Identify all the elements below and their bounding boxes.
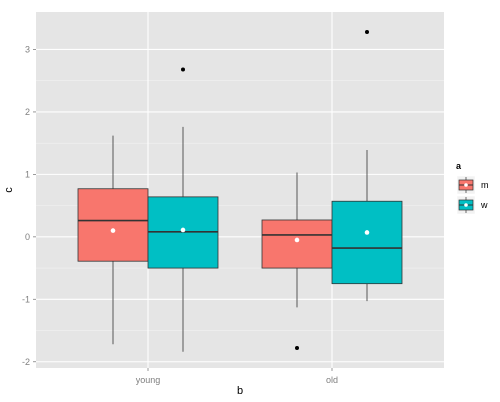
mean-point [110, 228, 116, 233]
x-tick-label: old [326, 375, 338, 385]
y-tick-label: 3 [25, 44, 30, 54]
legend-label-m: m [481, 180, 489, 190]
mean-point [364, 230, 370, 235]
mean-point [180, 227, 186, 233]
box-m-old [261, 219, 333, 269]
box-m-young [77, 188, 149, 262]
y-tick-label: 2 [25, 107, 30, 117]
x-axis: young old [136, 368, 338, 385]
box-w-old [331, 200, 403, 285]
y-tick-label: 1 [25, 169, 30, 179]
legend-key-mean [464, 183, 468, 187]
legend-label-w: w [480, 200, 488, 210]
y-tick-label: -2 [22, 357, 30, 367]
outlier-point [365, 29, 369, 34]
legend: a mw [456, 161, 489, 215]
x-axis-title: b [237, 385, 243, 397]
legend-title: a [456, 161, 462, 171]
y-axis: -2 -1 0 1 2 3 [22, 44, 36, 367]
legend-key-mean [464, 203, 468, 207]
y-axis-title: c [3, 187, 15, 193]
x-tick-label: young [136, 375, 161, 385]
y-tick-label: -1 [22, 294, 30, 304]
mean-point [294, 237, 300, 243]
boxes-layer [77, 29, 403, 352]
outlier-point [295, 346, 299, 351]
outlier-point [181, 67, 185, 72]
y-tick-label: 0 [25, 232, 30, 242]
